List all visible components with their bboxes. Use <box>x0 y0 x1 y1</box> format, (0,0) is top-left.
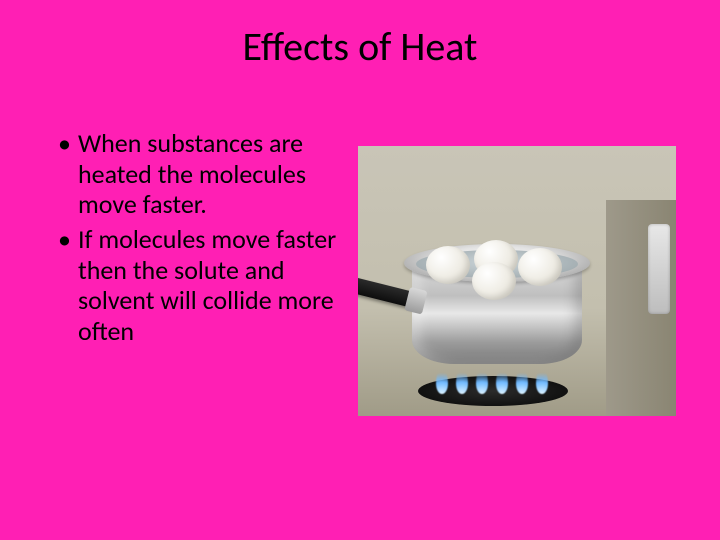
flame-icon <box>476 368 488 394</box>
flame-icon <box>456 368 468 394</box>
illustration-pot-on-stove <box>358 146 676 416</box>
flame-icon <box>516 368 528 394</box>
content-area: When substances are heated the molecules… <box>58 128 678 416</box>
slide: Effects of Heat When substances are heat… <box>0 0 720 540</box>
bullet-item: If molecules move faster then the solute… <box>58 224 338 347</box>
flame-icon <box>436 368 448 394</box>
slide-title: Effects of Heat <box>0 22 720 71</box>
egg <box>426 246 470 284</box>
egg <box>518 248 562 286</box>
flame-icon <box>496 368 508 394</box>
bullet-list: When substances are heated the molecules… <box>58 128 338 416</box>
bullet-item: When substances are heated the molecules… <box>58 128 338 220</box>
flame-icon <box>536 368 548 394</box>
stove-knob <box>648 224 670 314</box>
egg <box>472 262 516 300</box>
cooking-pot <box>394 218 596 370</box>
